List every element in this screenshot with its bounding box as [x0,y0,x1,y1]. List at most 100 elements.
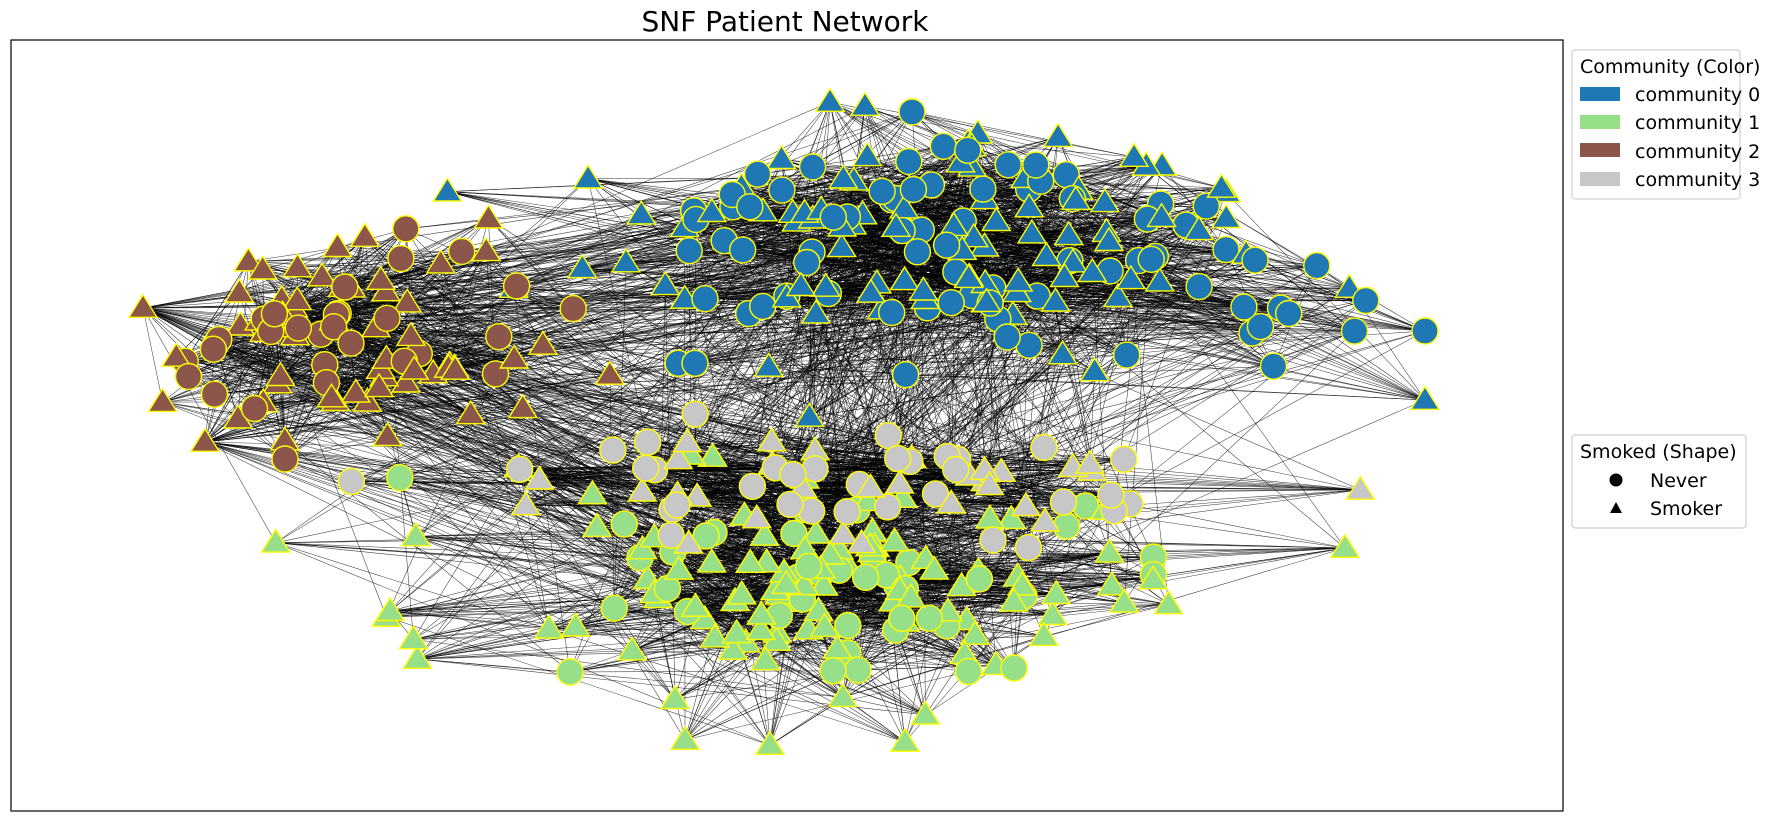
network-edge [902,230,1426,401]
node-smoker-triangle [402,644,433,669]
node-never-circle [559,294,587,323]
network-edge [894,156,1135,542]
node-smoker-triangle [889,265,920,291]
node-never-circle [502,272,531,300]
node-smoker-triangle [910,700,941,725]
network-edge [399,477,598,528]
network-edge [714,637,906,743]
network-edge [399,477,734,651]
network-edge [488,218,574,309]
network-edge [768,366,1426,401]
node-smoker-triangle [391,287,423,313]
network-edge [904,509,1106,743]
node-never-circle [174,362,203,391]
network-edge [204,441,615,609]
node-smoker-triangle [800,298,832,324]
node-smoker-triangle [1102,282,1134,308]
node-smoker-triangle [828,164,859,189]
network-edge [842,547,1346,698]
node-never-circle [979,526,1007,554]
network-edge [264,318,1355,332]
node-never-circle [1274,299,1303,328]
node-never-circle [899,175,928,204]
node-never-circle [1259,352,1288,380]
node-smoker-triangle [1040,287,1071,312]
network-edge [792,313,817,475]
node-smoker-triangle [659,684,691,710]
node-never-circle [448,237,476,266]
node-smoker-triangle [1042,122,1074,148]
node-never-circle [736,193,764,221]
node-smoker-triangle [455,399,486,425]
network-edge [955,330,1355,470]
network-edge [188,226,897,377]
node-smoker-triangle [510,490,542,516]
network-edge [263,402,523,409]
node-never-circle [891,361,920,389]
node-never-circle [768,176,796,204]
node-smoker-triangle [808,571,839,596]
network-edge [647,441,772,443]
network-edge [204,313,1289,443]
network-edge [284,440,571,673]
node-never-circle [819,657,847,685]
node-smoker-triangle [374,596,406,622]
nodes-layer [127,87,1441,755]
network-edge [390,610,734,651]
node-never-circle [392,215,420,243]
network-edge [672,509,1023,586]
network-edge [204,265,1317,443]
node-smoker-triangle [935,488,967,514]
node-smoker-triangle [879,526,910,552]
node-smoker-triangle [626,199,657,225]
node-smoker-triangle [567,253,598,279]
node-never-circle [200,380,229,408]
node-smoker-triangle [616,635,648,661]
network-edge [142,189,914,309]
network-edge [684,671,969,741]
node-smoker-triangle [756,426,787,452]
network-edge [355,392,947,627]
network-edge [1092,272,1113,586]
network-edge [802,458,958,489]
node-smoker-triangle [316,382,347,408]
node-never-circle [780,519,808,548]
network-edge [405,162,961,230]
network-edge [694,413,815,463]
network-edge [1105,300,1366,511]
network-edge [575,552,1110,627]
node-never-circle [634,428,662,456]
node-smoker-triangle [365,265,397,290]
node-never-circle [937,289,965,317]
node-never-circle [749,292,777,321]
node-smoker-triangle [1060,185,1092,210]
node-never-circle [779,460,807,489]
node-smoker-triangle [669,725,701,750]
node-smoker-triangle [650,270,681,296]
network-edge [762,306,1002,473]
network-edge [390,610,965,655]
node-smoker-triangle [233,246,264,272]
network-edge [142,307,901,579]
network-edge [248,261,286,460]
node-never-circle [1241,246,1269,274]
node-smoker-triangle [673,529,704,554]
node-smoker-triangle [1108,588,1140,613]
node-never-circle [1192,192,1221,220]
network-edge [569,468,646,673]
node-never-circle [692,522,720,550]
node-never-circle [271,445,299,473]
network-edge [142,307,255,409]
node-smoker-triangle [746,600,777,625]
node-never-circle [819,203,847,231]
node-smoker-triangle [572,164,604,189]
node-never-circle [556,658,584,686]
node-never-circle [373,304,401,332]
node-never-circle [834,611,862,640]
network-edge [162,333,322,403]
node-smoker-triangle [127,293,159,318]
node-smoker-triangle [741,503,773,529]
node-smoker-triangle [996,504,1027,530]
network-edge [979,578,1112,586]
node-smoker-triangle [753,352,785,377]
